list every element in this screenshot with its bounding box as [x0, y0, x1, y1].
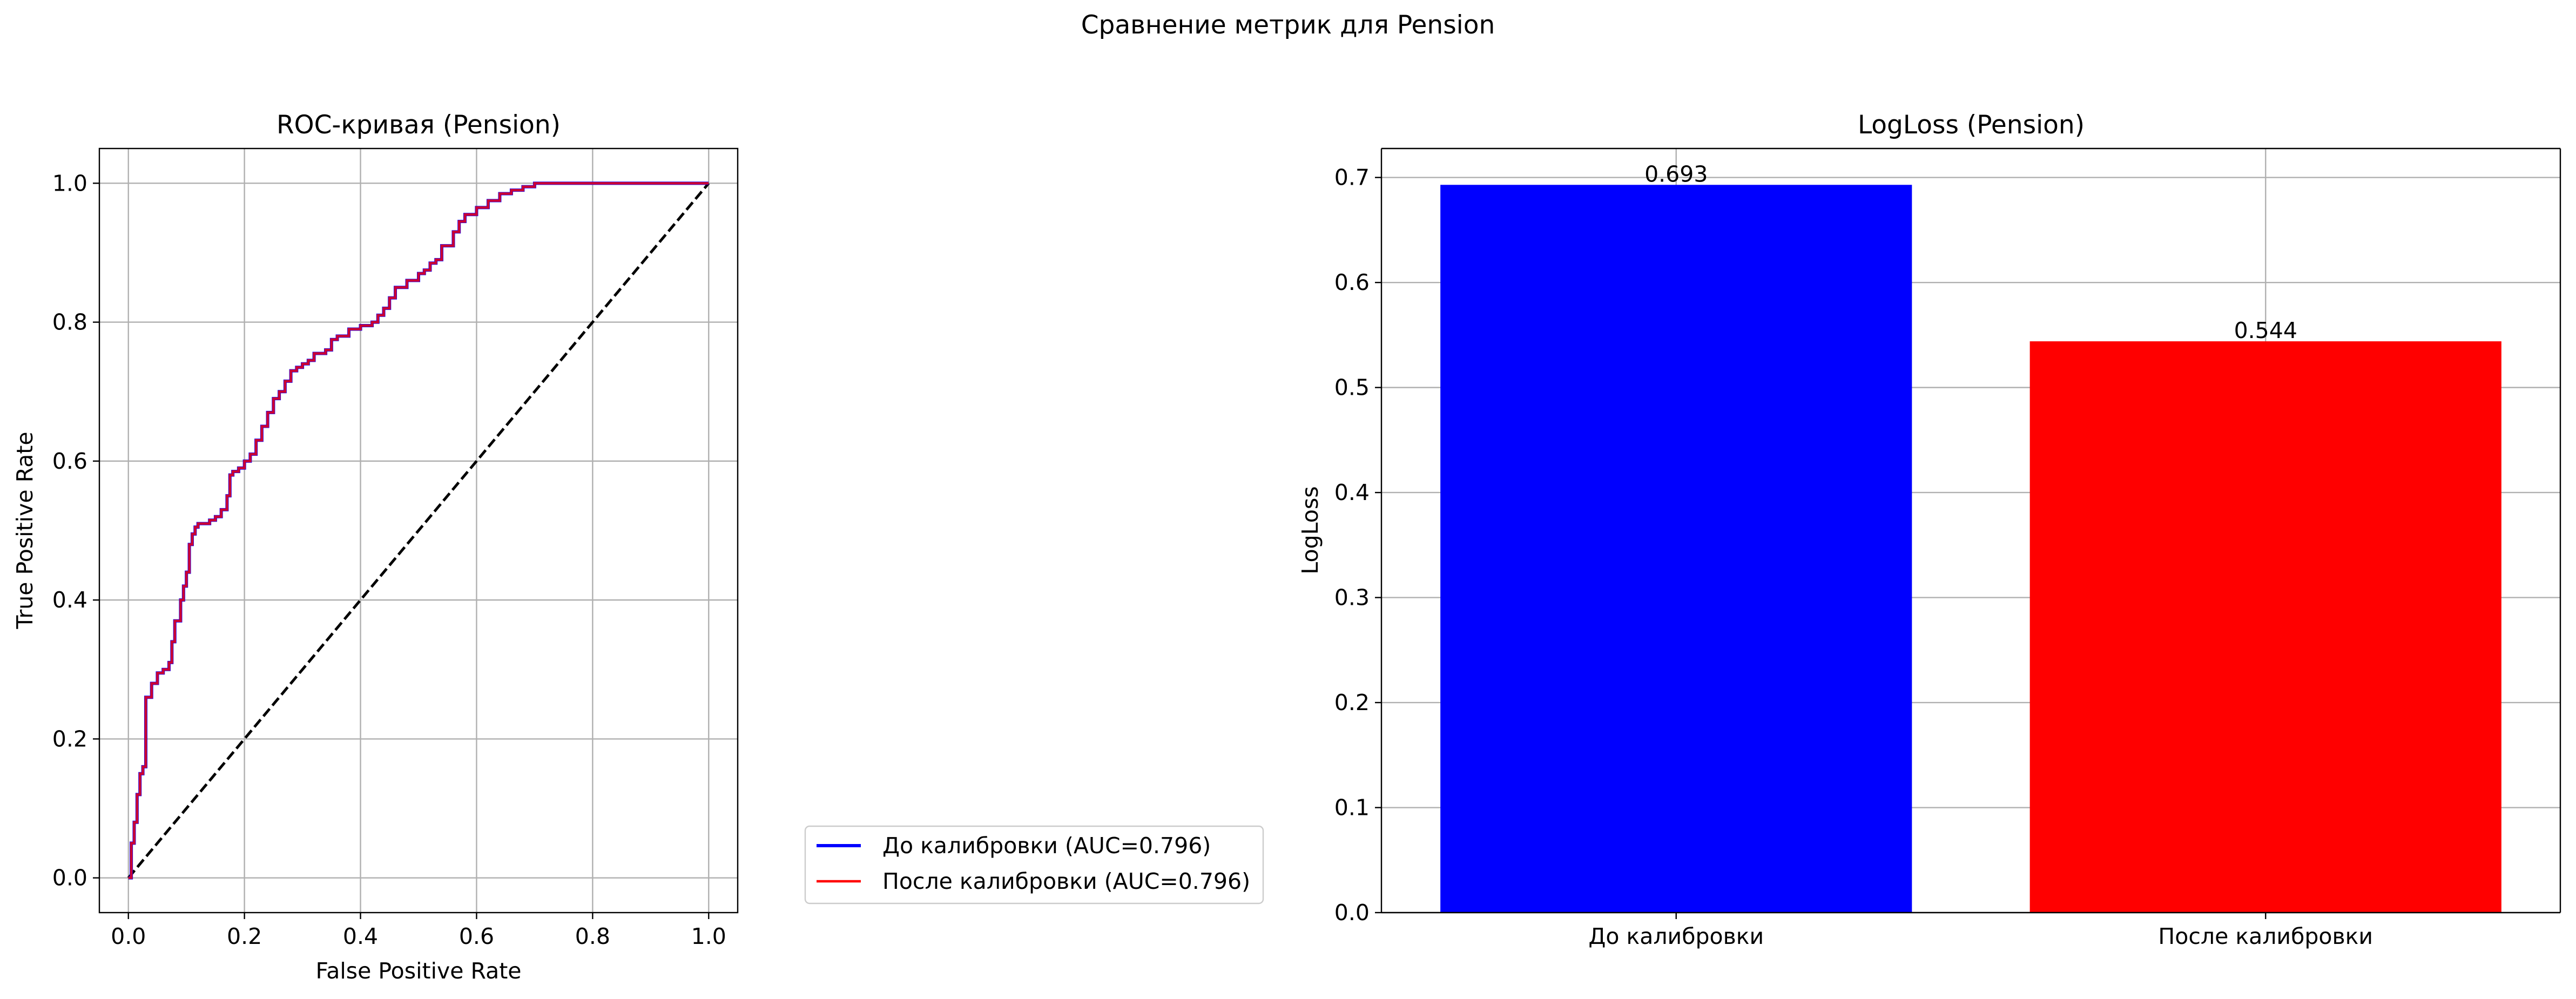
- logloss-y-tick-label: 0.1: [1334, 795, 1370, 821]
- logloss-value-label: 0.544: [2234, 318, 2297, 343]
- roc-y-tick-label: 0.4: [52, 587, 87, 613]
- roc-x-tick-label: 0.4: [343, 923, 378, 949]
- roc-axes-frame: [98, 147, 739, 914]
- logloss-y-tick-label: 0.7: [1334, 165, 1370, 191]
- logloss-y-tick-label: 0.2: [1334, 690, 1370, 716]
- logloss-axes-frame: [1380, 147, 2561, 914]
- roc-y-axis-label: True Positive Rate: [12, 431, 38, 629]
- roc-y-ticks: 0.0 0.2 0.4 0.6 0.8 1.0: [52, 170, 99, 891]
- roc-series-after: [128, 182, 709, 879]
- roc-chart: 0.0 0.2 0.4 0.6 0.8 1.0 0.0 0.2 0.4 0.6 0.8 1.0 RO…: [12, 110, 1264, 984]
- logloss-title: LogLoss (Pension): [1858, 110, 2085, 140]
- roc-x-tick-label: 0.0: [111, 923, 146, 949]
- logloss-x-tick-label: До калибровки: [1588, 923, 1764, 949]
- logloss-x-ticks: До калибровки После калибровки: [1588, 913, 2373, 949]
- roc-series-group: [128, 181, 709, 880]
- logloss-y-axis-label: LogLoss: [1297, 486, 1323, 574]
- legend-label-after: После калибровки (AUC=0.796): [882, 868, 1250, 894]
- roc-y-tick-label: 0.8: [52, 309, 87, 335]
- logloss-y-tick-label: 0.4: [1334, 480, 1370, 505]
- logloss-bar-after: [2029, 341, 2501, 913]
- roc-x-axis-label: False Positive Rate: [315, 958, 521, 984]
- roc-x-tick-label: 0.2: [227, 923, 262, 949]
- roc-x-tick-label: 0.8: [575, 923, 610, 949]
- roc-y-tick-label: 0.2: [52, 726, 87, 752]
- logloss-y-tick-label: 0.6: [1334, 269, 1370, 295]
- logloss-value-label: 0.693: [1644, 161, 1708, 187]
- logloss-y-ticks: 0.0 0.1 0.2 0.3 0.4 0.5 0.6 0.7: [1334, 165, 1381, 926]
- logloss-y-tick-label: 0.0: [1334, 900, 1370, 926]
- logloss-bar-before: [1440, 185, 1912, 913]
- logloss-x-tick-label: После калибровки: [2158, 923, 2373, 949]
- roc-x-ticks: 0.0 0.2 0.4 0.6 0.8 1.0: [111, 913, 726, 949]
- logloss-value-labels: 0.693 0.544: [1644, 161, 2297, 343]
- roc-reference-line-group: [127, 182, 710, 879]
- roc-grid: [99, 148, 738, 913]
- figure-suptitle: Сравнение метрик для Pension: [1081, 10, 1495, 40]
- roc-x-tick-label: 0.6: [459, 923, 494, 949]
- roc-title: ROC-кривая (Pension): [277, 110, 561, 140]
- roc-y-tick-label: 0.0: [52, 865, 87, 891]
- legend-label-before: До калибровки (AUC=0.796): [882, 833, 1211, 859]
- logloss-chart: До калибровки После калибровки 0.00.10.20…: [1297, 110, 2561, 949]
- roc-legend-box: [804, 825, 1264, 905]
- logloss-y-tick-label: 0.3: [1334, 585, 1370, 611]
- roc-y-tick-label: 0.6: [52, 448, 87, 474]
- roc-legend: До калибровки (AUC=0.796) После калибров…: [804, 825, 1264, 905]
- roc-x-tick-label: 1.0: [691, 923, 726, 949]
- roc-y-tick-label: 1.0: [52, 170, 87, 196]
- roc-reference-line: [127, 182, 710, 879]
- logloss-bars: [1440, 185, 2501, 913]
- logloss-y-tick-label: 0.5: [1334, 375, 1370, 401]
